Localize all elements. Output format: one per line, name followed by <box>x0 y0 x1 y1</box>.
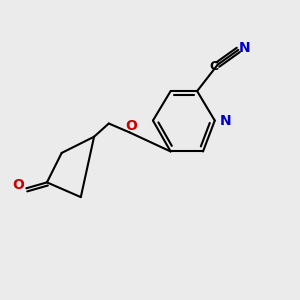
Text: O: O <box>125 119 137 134</box>
Text: N: N <box>239 41 250 56</box>
Text: C: C <box>210 60 219 73</box>
Text: N: N <box>220 114 232 128</box>
Text: O: O <box>12 178 24 192</box>
